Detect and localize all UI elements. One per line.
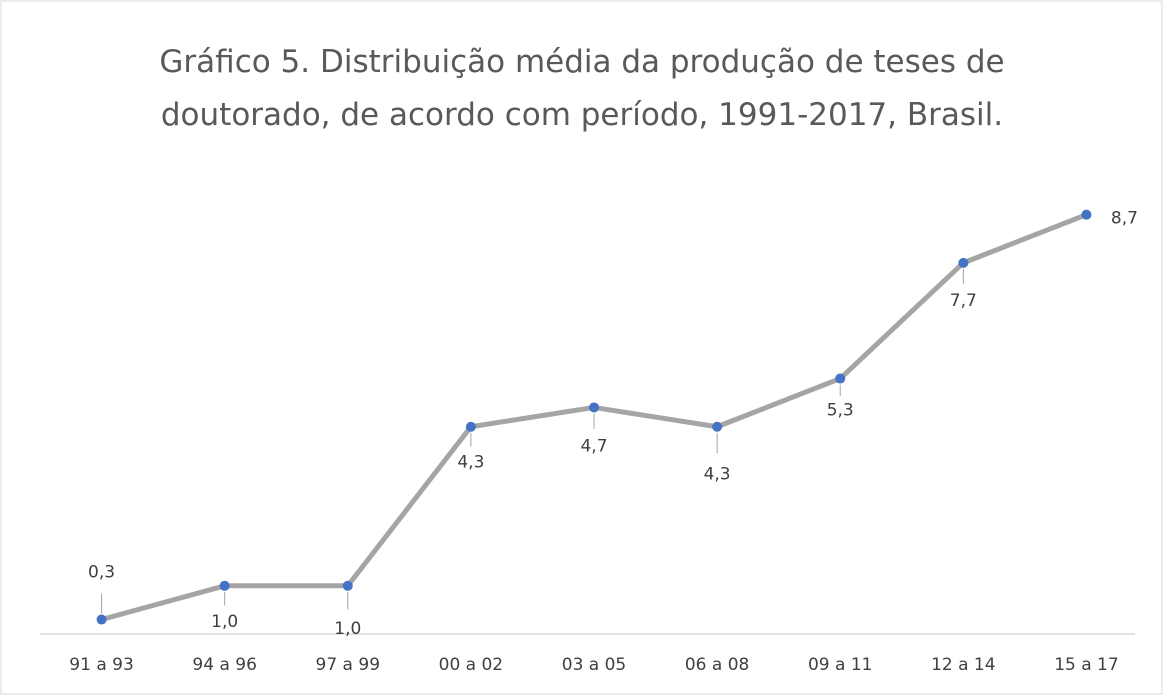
chart-title: Gráfico 5. Distribuição média da produçã…	[159, 44, 1005, 133]
data-point	[465, 421, 476, 432]
data-label: 7,7	[950, 291, 977, 311]
data-point	[219, 580, 230, 591]
x-tick-label: 00 a 02	[439, 655, 504, 675]
x-tick-label: 09 a 11	[808, 655, 873, 675]
data-point	[589, 402, 599, 413]
x-tick-label: 97 a 99	[316, 655, 381, 675]
data-point	[958, 257, 969, 268]
data-label: 5,3	[827, 401, 854, 421]
data-point	[835, 373, 846, 384]
x-tick-label: 91 a 93	[69, 655, 134, 675]
data-label: 0,3	[88, 563, 115, 583]
x-tick-label: 12 a 14	[931, 655, 996, 675]
data-point	[712, 421, 723, 432]
data-label: 4,3	[704, 465, 731, 485]
data-point	[96, 614, 107, 625]
x-tick-label: 03 a 05	[562, 655, 627, 675]
data-label: 4,7	[580, 436, 607, 456]
data-label: 8,7	[1111, 209, 1138, 229]
data-label: 4,3	[457, 453, 484, 473]
x-tick-label: 06 a 08	[685, 655, 750, 675]
x-tick-label: 94 a 96	[192, 655, 257, 675]
data-label: 1,0	[211, 612, 238, 632]
x-tick-label: 15 a 17	[1054, 655, 1119, 675]
data-label: 1,0	[334, 619, 361, 639]
data-point	[1081, 209, 1092, 220]
data-point	[342, 580, 353, 591]
